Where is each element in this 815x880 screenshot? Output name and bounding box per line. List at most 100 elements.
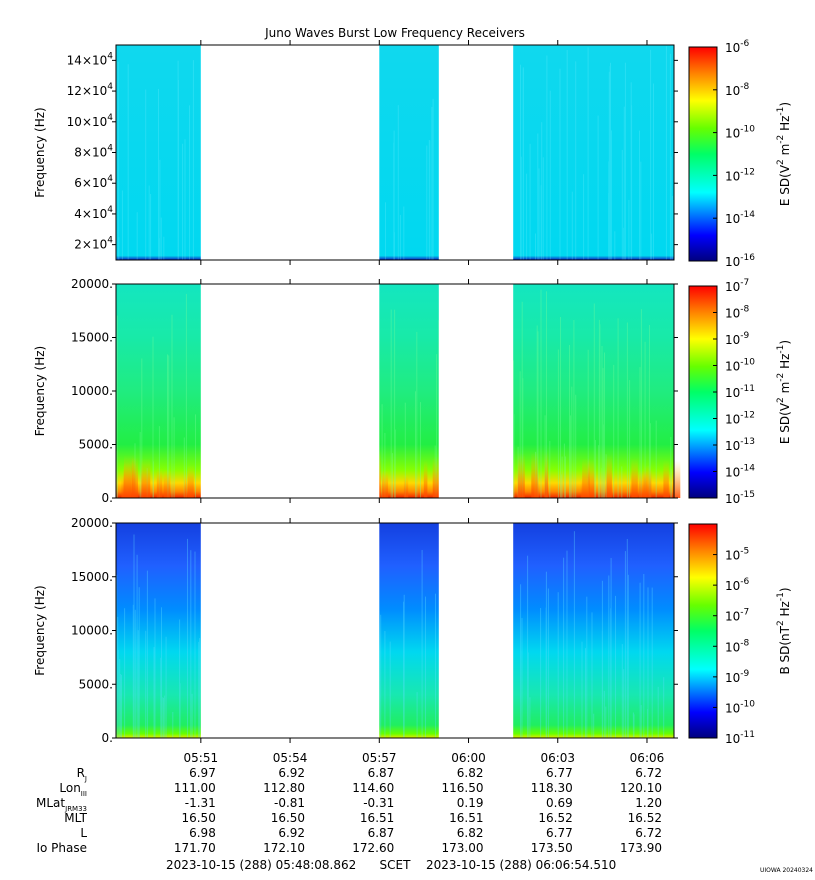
time-label: 05:51 bbox=[184, 751, 219, 765]
y-tick-label: 14×104 bbox=[67, 51, 114, 67]
y-tick-label: 10000. bbox=[71, 624, 113, 638]
time-end: 2023-10-15 (288) 06:06:54.510 bbox=[426, 858, 616, 872]
y-tick-label: 15000. bbox=[71, 570, 113, 584]
ephemeris-value: 6.82 bbox=[457, 766, 484, 780]
ephemeris-row-label: Io Phase bbox=[36, 841, 87, 855]
y-tick-label: 20000. bbox=[71, 277, 113, 291]
ephemeris-value: 118.30 bbox=[531, 781, 573, 795]
y-tick-label: 12×104 bbox=[67, 82, 114, 98]
colorbar-label: B SD(nT2 Hz-1) bbox=[776, 587, 792, 674]
colorbar-tick-label: 10-7 bbox=[725, 608, 749, 624]
y-tick-label: 0. bbox=[102, 491, 113, 505]
colorbar-tick-label: 10-9 bbox=[725, 331, 750, 347]
panel-e-low: 0. 5000. 10000. 15000. 20000. Frequency (Hz) 1… bbox=[33, 277, 792, 506]
colorbar-tick-label: 10-16 bbox=[725, 253, 755, 269]
data-gap-1 bbox=[200, 283, 380, 499]
colorbar-gradient bbox=[688, 46, 718, 262]
data-gap-1 bbox=[200, 522, 380, 739]
y-tick-label: 10000. bbox=[71, 384, 113, 398]
spectrogram-e-high bbox=[116, 45, 674, 260]
ephemeris-value: 6.77 bbox=[546, 766, 573, 780]
time-label: 06:03 bbox=[540, 751, 575, 765]
time-label: 06:06 bbox=[630, 751, 665, 765]
data-gap-2 bbox=[438, 522, 514, 739]
ephemeris-value: 112.80 bbox=[263, 781, 305, 795]
ephemeris-value: 6.72 bbox=[635, 766, 662, 780]
ephemeris-value: 6.98 bbox=[189, 826, 216, 840]
colorbar-gradient bbox=[688, 285, 718, 499]
time-label: 06:00 bbox=[451, 751, 486, 765]
ephemeris-value: 171.70 bbox=[174, 841, 216, 855]
colorbar-tick-label: 10-11 bbox=[725, 384, 755, 400]
ephemeris-value: -0.31 bbox=[363, 796, 394, 810]
credit-label: UIOWA 20240324 bbox=[760, 867, 813, 874]
ephemeris-value: -0.81 bbox=[274, 796, 305, 810]
ephemeris-value: -1.31 bbox=[185, 796, 216, 810]
ephemeris-value: 6.87 bbox=[368, 826, 395, 840]
ephemeris-row-label: MLT bbox=[64, 811, 87, 825]
ephemeris-value: 6.87 bbox=[368, 766, 395, 780]
ephemeris-value: 6.92 bbox=[278, 826, 305, 840]
ephemeris-value: 116.50 bbox=[442, 781, 484, 795]
colorbar-tick-label: 10-12 bbox=[725, 411, 755, 427]
y-tick-label: 4×104 bbox=[74, 205, 113, 221]
ephemeris-value: 114.60 bbox=[352, 781, 394, 795]
y-tick-label: 5000. bbox=[79, 677, 113, 691]
ephemeris-value: 1.20 bbox=[635, 796, 662, 810]
time-mid: SCET bbox=[380, 858, 412, 872]
colorbar-label: E SD(V2 m-2 Hz-1) bbox=[776, 340, 792, 444]
time-start: 2023-10-15 (288) 05:48:08.862 bbox=[166, 858, 356, 872]
colorbar-tick-label: 10-14 bbox=[725, 210, 755, 226]
panel-b: 0. 5000. 10000. 15000. 20000. Frequency (Hz) 1… bbox=[33, 516, 792, 746]
colorbar-tick-label: 10-10 bbox=[725, 699, 755, 715]
colorbar-e-low: 10-7 10-8 10-9 10-10 10-11 10-12 10-13 10-14 10-… bbox=[688, 278, 792, 506]
colorbar-label: E SD(V2 m-2 Hz-1) bbox=[776, 102, 792, 206]
ephemeris-value: 173.00 bbox=[442, 841, 484, 855]
colorbar-tick-label: 10-8 bbox=[725, 305, 750, 321]
colorbar-tick-label: 10-10 bbox=[725, 358, 755, 374]
ephemeris-value: 173.50 bbox=[531, 841, 573, 855]
y-axis-label: Frequency (Hz) bbox=[33, 107, 47, 198]
ephemeris-value: 6.92 bbox=[278, 766, 305, 780]
ephemeris-value: 6.82 bbox=[457, 826, 484, 840]
y-tick-label: 20000. bbox=[71, 516, 113, 530]
ephemeris-row-label: MLatJRM33 bbox=[36, 796, 87, 813]
colorbar-b: 10-5 10-6 10-7 10-8 10-9 10-10 10-11 B SD(nT2 H… bbox=[688, 523, 792, 746]
ephemeris-value: 6.72 bbox=[635, 826, 662, 840]
colorbar-e-high: 10-6 10-8 10-10 10-12 10-14 10-16 E SD(V2 m-2 … bbox=[688, 39, 792, 269]
ephemeris-value: 16.50 bbox=[181, 811, 215, 825]
colorbar-tick-label: 10-5 bbox=[725, 547, 749, 563]
colorbar-tick-label: 10-13 bbox=[725, 437, 755, 453]
colorbar-tick-label: 10-10 bbox=[725, 125, 755, 141]
y-axis-label: Frequency (Hz) bbox=[33, 585, 47, 676]
ephemeris-value: 111.00 bbox=[174, 781, 216, 795]
y-tick-label: 15000. bbox=[71, 331, 113, 345]
time-label: 05:57 bbox=[362, 751, 397, 765]
ephemeris-value: 173.90 bbox=[620, 841, 662, 855]
y-tick-label: 8×104 bbox=[74, 144, 113, 160]
y-tick-label: 0. bbox=[102, 731, 113, 745]
ephemeris-value: 0.19 bbox=[457, 796, 484, 810]
ephemeris-value: 16.50 bbox=[271, 811, 305, 825]
colorbar-tick-label: 10-6 bbox=[725, 577, 750, 593]
y-tick-label: 6×104 bbox=[74, 174, 113, 190]
colorbar-tick-label: 10-7 bbox=[725, 278, 749, 294]
colorbar-tick-label: 10-11 bbox=[725, 730, 755, 746]
colorbar-tick-label: 10-6 bbox=[725, 39, 750, 55]
ephemeris-value: 16.52 bbox=[628, 811, 662, 825]
ephemeris-value: 16.52 bbox=[538, 811, 572, 825]
ephemeris-row-label: L bbox=[80, 826, 87, 840]
panel-e-high: 2×104 4×104 6×104 8×104 10×104 12×104 14×104 Fr… bbox=[33, 39, 792, 269]
y-tick-label: 10×104 bbox=[67, 113, 114, 129]
ephemeris-value: 172.60 bbox=[352, 841, 394, 855]
ephemeris-value: 6.97 bbox=[189, 766, 216, 780]
colorbar-tick-label: 10-14 bbox=[725, 464, 755, 480]
colorbar-tick-label: 10-9 bbox=[725, 669, 750, 685]
colorbar-tick-label: 10-8 bbox=[725, 638, 750, 654]
chart-title: Juno Waves Burst Low Frequency Receivers bbox=[264, 26, 525, 40]
ephemeris-value: 6.77 bbox=[546, 826, 573, 840]
data-gap-1 bbox=[200, 44, 380, 261]
colorbar-tick-label: 10-12 bbox=[725, 167, 755, 183]
data-gap-2 bbox=[438, 44, 514, 261]
